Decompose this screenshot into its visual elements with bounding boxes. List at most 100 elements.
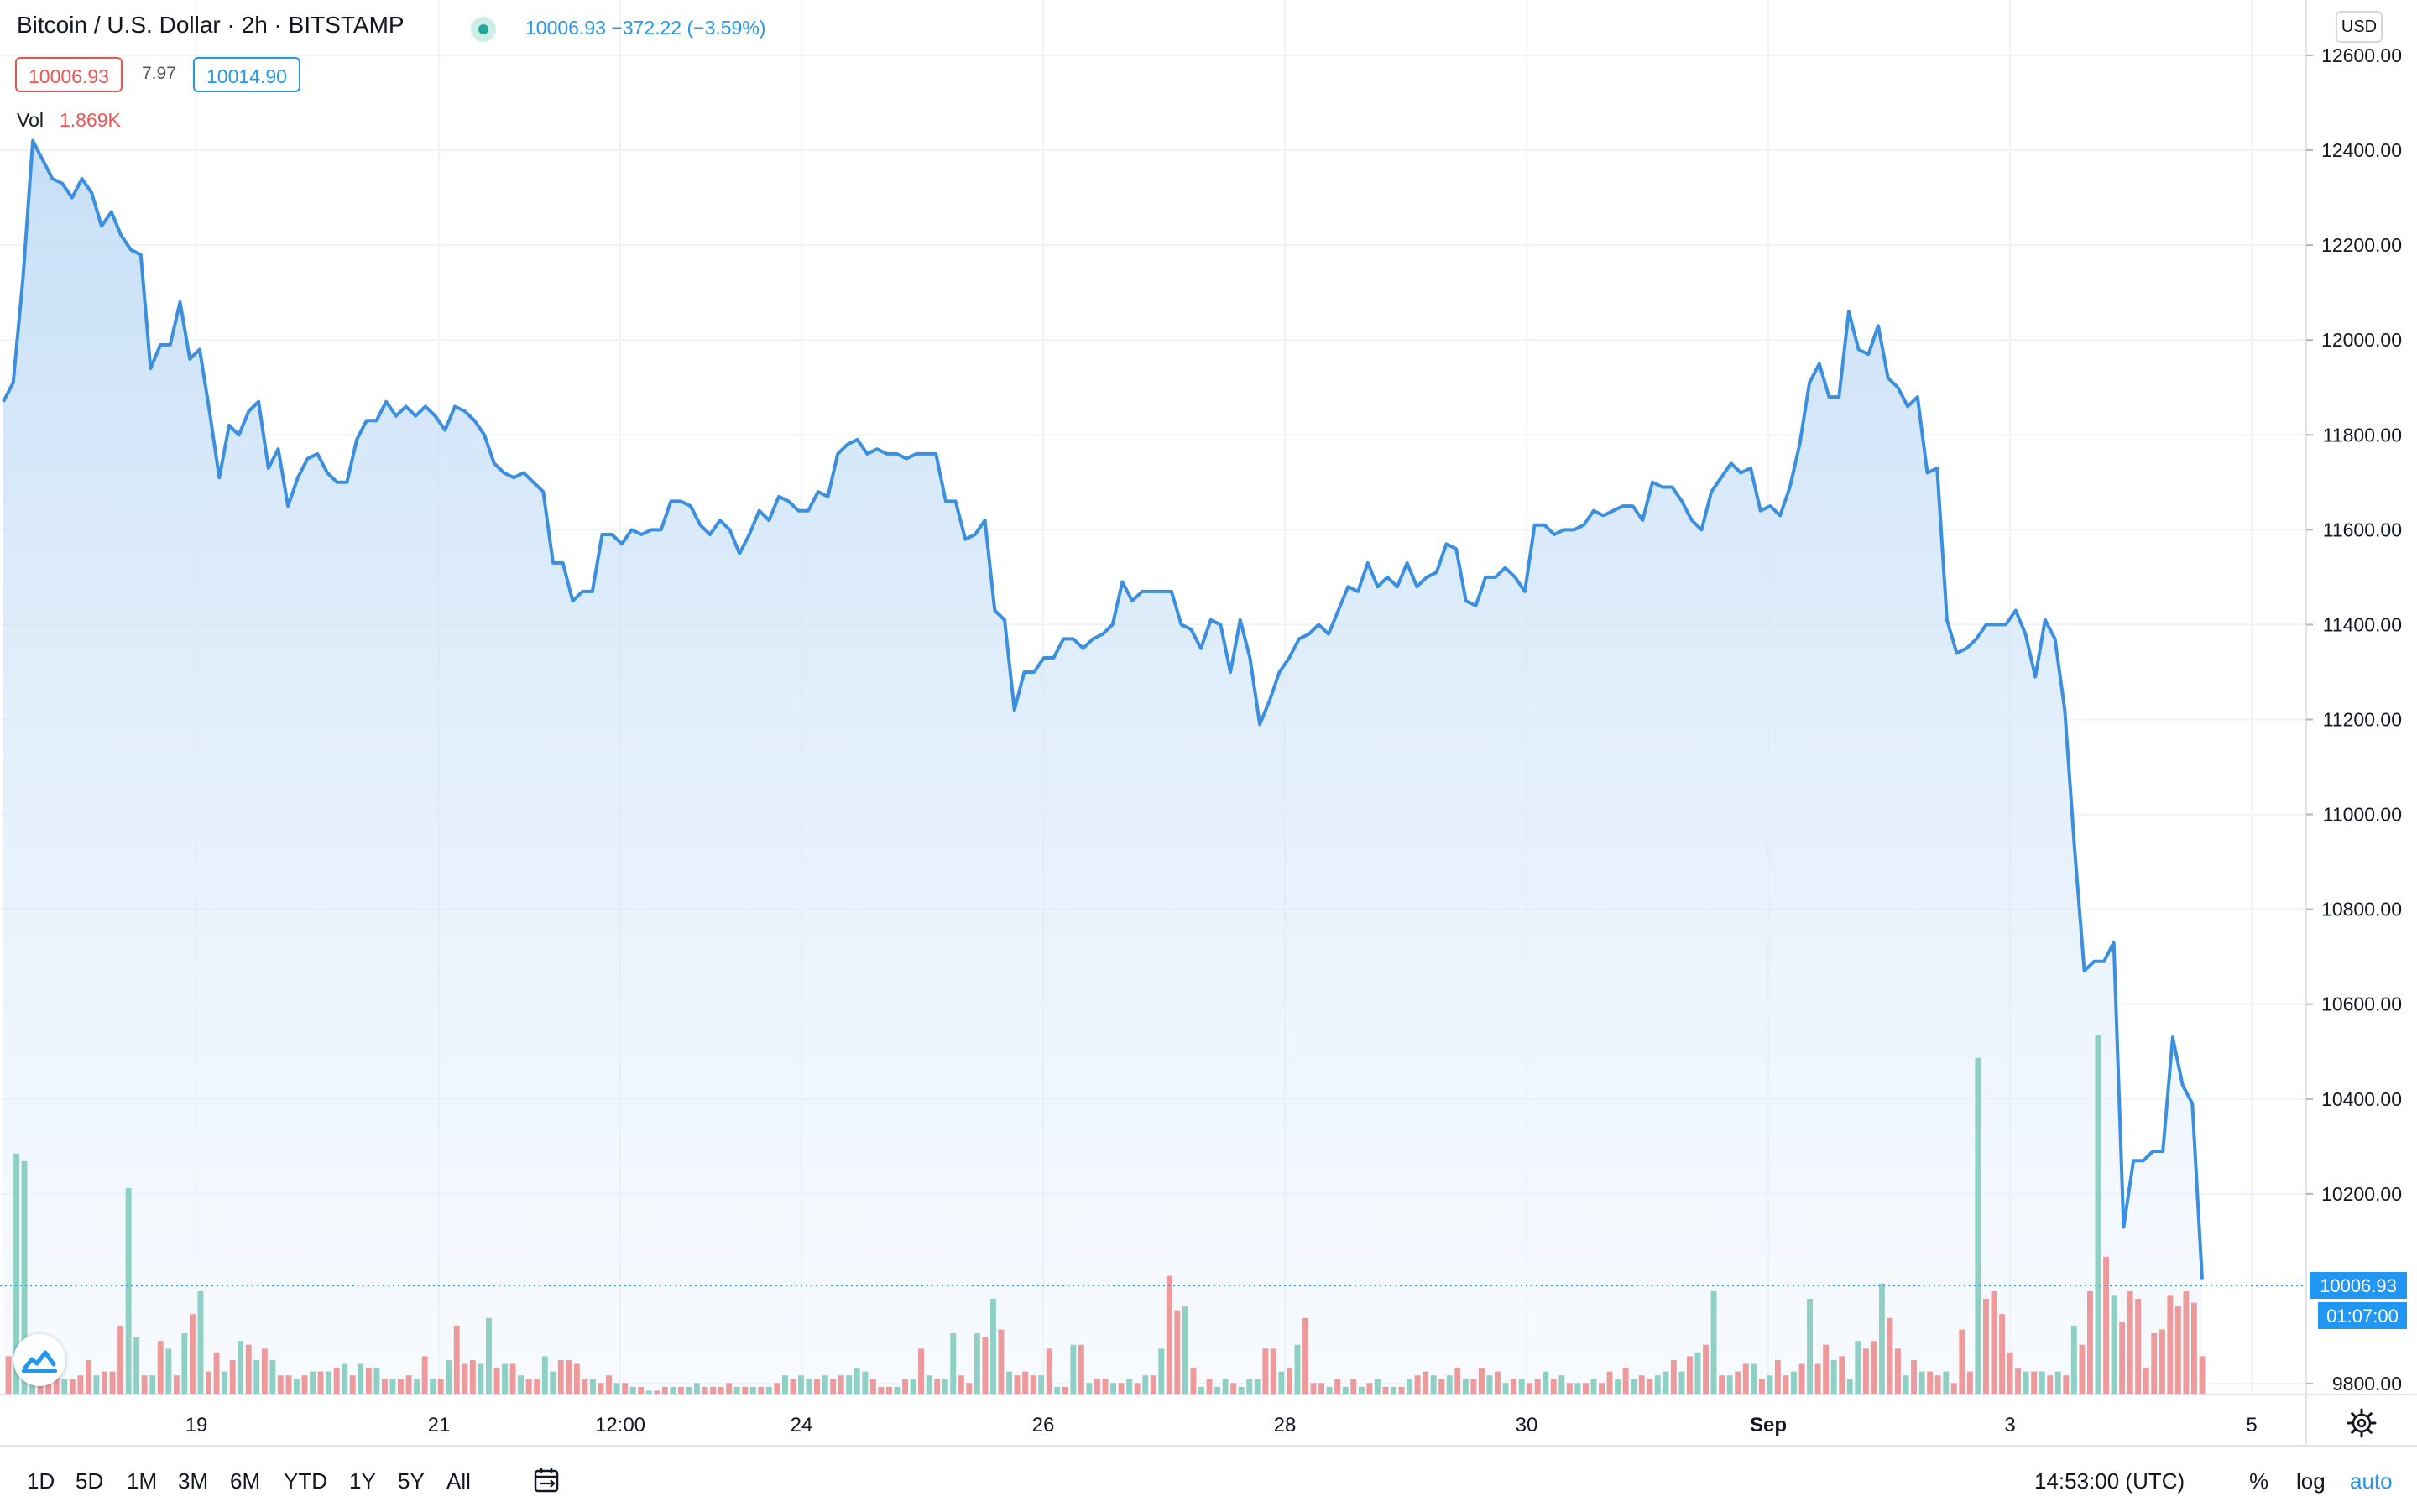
volume-bar [582, 1379, 588, 1395]
volume-bar [317, 1371, 324, 1395]
volume-bar [1511, 1379, 1516, 1395]
y-tick-label: 10800.00 [2321, 899, 2402, 920]
y-tick-label: 12000.00 [2321, 329, 2402, 351]
volume-bar [1078, 1344, 1084, 1395]
price-series-line [2, 138, 2204, 1280]
volume-bar [502, 1363, 508, 1395]
volume-bar [1262, 1348, 1269, 1395]
volume-bar [253, 1360, 260, 1395]
volume-bar [213, 1352, 220, 1395]
volume-bar [1543, 1371, 1549, 1395]
volume-bar [1206, 1379, 1213, 1395]
volume-bar [1742, 1363, 1749, 1395]
volume-bar [557, 1360, 564, 1395]
y-tick-label: 10400.00 [2321, 1088, 2402, 1110]
volume-bar [1230, 1383, 1237, 1395]
volume-bar [349, 1375, 356, 1395]
volume-bar [1142, 1375, 1149, 1395]
volume-bar [1278, 1371, 1285, 1395]
volume-bar [1566, 1383, 1573, 1395]
volume-bar [1703, 1344, 1709, 1395]
currency-button[interactable]: USD [2336, 11, 2383, 43]
volume-bar [2063, 1375, 2070, 1395]
volume-bar [806, 1379, 812, 1395]
volume-bar [1302, 1317, 1308, 1395]
volume-bar [206, 1371, 211, 1395]
volume-bar [1423, 1371, 1429, 1395]
volume-bar [1871, 1341, 1877, 1395]
range-button-5y[interactable]: 5Y [398, 1468, 425, 1494]
volume-value: 1.869K [60, 109, 121, 131]
volume-bar [133, 1337, 140, 1395]
settings-gear-icon[interactable] [2347, 1408, 2377, 1438]
tradingview-logo-icon[interactable] [13, 1334, 65, 1386]
auto-toggle[interactable]: auto [2350, 1468, 2393, 1494]
volume-bar [950, 1333, 957, 1395]
volume-bar [694, 1383, 700, 1395]
volume-bar [733, 1386, 740, 1395]
utc-time[interactable]: 14:53:00 (UTC) [2034, 1468, 2185, 1494]
volume-bar [1094, 1379, 1100, 1395]
symbol-title[interactable]: Bitcoin / U.S. Dollar · 2h · BITSTAMP [17, 12, 405, 38]
volume-bar [629, 1386, 636, 1395]
percent-toggle[interactable]: % [2249, 1468, 2269, 1494]
volume-bar [654, 1390, 660, 1395]
range-button-ytd[interactable]: YTD [284, 1468, 327, 1494]
range-button-3m[interactable]: 3M [178, 1468, 209, 1494]
volume-bar [1959, 1329, 1965, 1395]
volume-bar [61, 1379, 68, 1395]
volume-bar [1246, 1379, 1253, 1395]
volume-bar [1398, 1386, 1405, 1395]
volume-bar [109, 1371, 116, 1395]
volume-bar [358, 1363, 364, 1395]
volume-bar [1774, 1360, 1781, 1395]
volume-bar [1382, 1386, 1389, 1395]
volume-bar [261, 1348, 268, 1395]
volume-bar [598, 1383, 604, 1395]
range-button-1y[interactable]: 1Y [349, 1468, 376, 1494]
range-button-5d[interactable]: 5D [76, 1468, 104, 1494]
ask-price-box[interactable]: 10014.90 [193, 57, 300, 92]
volume-bar [486, 1317, 492, 1395]
range-button-6m[interactable]: 6M [230, 1468, 261, 1494]
range-button-all[interactable]: All [446, 1468, 471, 1494]
volume-bar [1534, 1379, 1541, 1395]
volume-bar [1622, 1368, 1629, 1395]
range-button-1m[interactable]: 1M [127, 1468, 158, 1494]
volume-bar [1911, 1360, 1917, 1395]
volume-bar [2111, 1295, 2117, 1395]
y-tick-label: 11600.00 [2323, 519, 2402, 540]
bid-price-box[interactable]: 10006.93 [15, 57, 123, 92]
volume-bar [758, 1386, 765, 1395]
volume-bar [838, 1375, 844, 1395]
log-toggle[interactable]: log [2296, 1468, 2326, 1494]
volume-bar [1558, 1375, 1565, 1395]
volume-bar [197, 1290, 204, 1395]
volume-bar [645, 1390, 652, 1395]
volume-bar [958, 1375, 964, 1395]
volume-bar [782, 1375, 788, 1395]
volume-bar [1983, 1299, 1989, 1395]
bottom-toolbar: 1D 5D 1M 3M 6M YTD 1Y 5Y All 14:53:00 (U… [0, 1445, 2417, 1512]
status-dot-icon [471, 17, 496, 42]
volume-bar [1014, 1375, 1021, 1395]
volume-bar [622, 1383, 629, 1395]
volume-bar [990, 1299, 996, 1395]
volume-bar [590, 1379, 596, 1395]
volume-bar [1654, 1375, 1661, 1395]
range-button-1d[interactable]: 1D [27, 1468, 55, 1494]
calendar-range-icon[interactable] [532, 1465, 562, 1495]
y-tick-label: 11000.00 [2323, 804, 2402, 826]
volume-bar [1631, 1379, 1637, 1395]
volume-bar [854, 1368, 860, 1395]
volume-bar [2151, 1333, 2158, 1395]
volume-bar [2023, 1371, 2029, 1395]
volume-bar [1999, 1314, 2005, 1395]
volume-bar [1326, 1386, 1333, 1395]
volume-bar [1022, 1371, 1029, 1395]
volume-bar [382, 1379, 388, 1395]
volume-bar [902, 1379, 908, 1395]
volume-bar [285, 1375, 292, 1395]
volume-bar [493, 1368, 500, 1395]
